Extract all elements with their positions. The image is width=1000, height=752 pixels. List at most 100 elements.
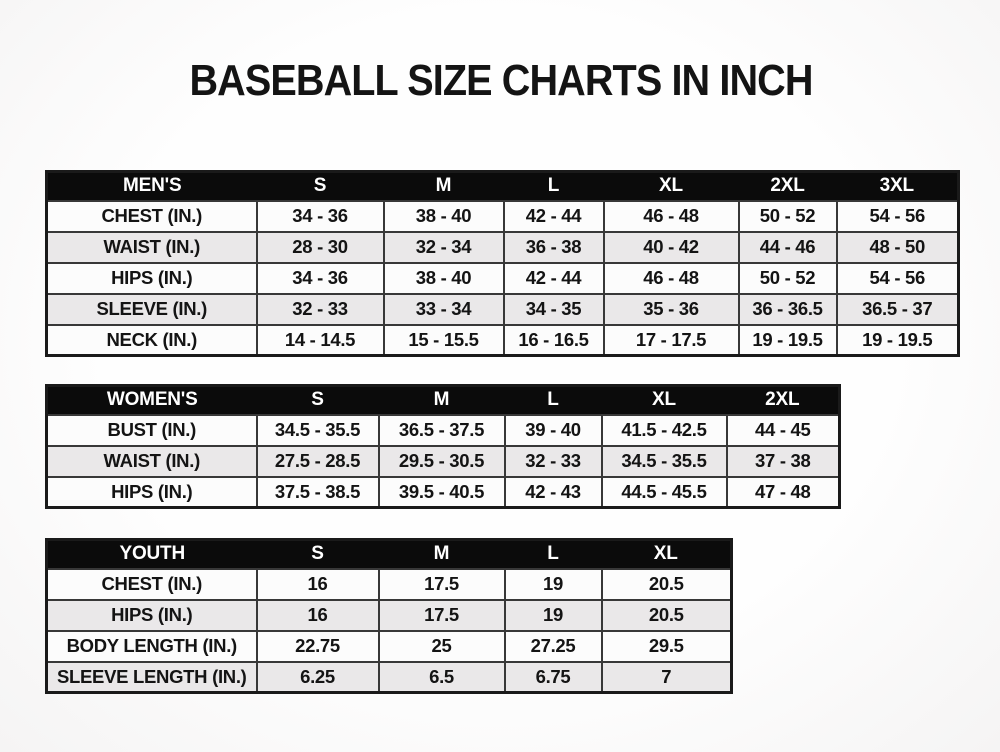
size-value-cell: 47 - 48	[725, 475, 841, 509]
measurement-row: NECK (IN.) 14 - 14.5 15 - 15.5 16 - 16.5 17 …	[45, 323, 960, 357]
size-value-cell: 50 - 52	[737, 261, 838, 295]
size-value-cell: 17 - 17.5	[602, 323, 740, 357]
size-value-cell: 19 - 19.5	[835, 323, 960, 357]
womens-size-table: WOMEN'S S M L XL 2XL BUST (IN.) 34.5 - 35.5 36.5…	[45, 384, 841, 510]
size-header-cell: M	[383, 171, 504, 201]
size-value-cell: 54 - 56	[835, 199, 960, 233]
size-value-cell: 29.5	[600, 629, 733, 663]
measurement-label-cell: SLEEVE (IN.)	[45, 292, 258, 326]
measurement-label-cell: BUST (IN.)	[45, 413, 258, 447]
size-value-cell: 32 - 33	[503, 444, 603, 478]
size-value-cell: 16	[255, 567, 380, 601]
measurement-label-cell: HIPS (IN.)	[45, 598, 258, 632]
measurement-row: SLEEVE LENGTH (IN.) 6.25 6.5 6.75 7	[45, 660, 733, 694]
size-value-cell: 39 - 40	[503, 413, 603, 447]
size-value-cell: 40 - 42	[602, 230, 740, 264]
size-value-cell: 16 - 16.5	[502, 323, 605, 357]
table-title-cell: YOUTH	[46, 539, 257, 569]
size-value-cell: 42 - 44	[502, 261, 605, 295]
measurement-row: SLEEVE (IN.) 32 - 33 33 - 34 34 - 35 35 - 36…	[45, 292, 960, 326]
size-header-cell: L	[504, 539, 602, 569]
size-header-cell: S	[256, 385, 379, 415]
size-value-cell: 38 - 40	[382, 199, 505, 233]
page-title: BASEBALL SIZE CHARTS IN INCH	[189, 56, 813, 105]
size-header-cell: L	[503, 171, 604, 201]
size-value-cell: 28 - 30	[255, 230, 385, 264]
size-value-cell: 19 - 19.5	[737, 323, 838, 357]
size-value-cell: 22.75	[255, 629, 380, 663]
table-title-cell: MEN'S	[46, 171, 257, 201]
measurement-label-cell: CHEST (IN.)	[45, 567, 258, 601]
size-header-cell: XL	[601, 385, 727, 415]
size-value-cell: 17.5	[377, 567, 506, 601]
size-value-cell: 37 - 38	[725, 444, 841, 478]
measurement-label-cell: CHEST (IN.)	[45, 199, 258, 233]
size-value-cell: 6.5	[377, 660, 506, 694]
size-value-cell: 19	[503, 598, 603, 632]
measurement-label-cell: HIPS (IN.)	[45, 261, 258, 295]
size-value-cell: 6.25	[255, 660, 380, 694]
measurement-row: BODY LENGTH (IN.) 22.75 25 27.25 29.5	[45, 629, 733, 663]
size-value-cell: 17.5	[377, 598, 506, 632]
size-header-cell: 3XL	[836, 171, 959, 201]
size-header-cell: S	[256, 539, 379, 569]
size-value-cell: 36.5 - 37	[835, 292, 960, 326]
size-value-cell: 20.5	[600, 567, 733, 601]
size-value-cell: 37.5 - 38.5	[255, 475, 380, 509]
size-value-cell: 34 - 35	[502, 292, 605, 326]
size-value-cell: 14 - 14.5	[255, 323, 385, 357]
size-value-cell: 34 - 36	[255, 199, 385, 233]
size-value-cell: 36 - 36.5	[737, 292, 838, 326]
mens-size-table: MEN'S S M L XL 2XL 3XL CHEST (IN.) 34 - 36 38 - 4…	[45, 170, 960, 358]
measurement-label-cell: BODY LENGTH (IN.)	[45, 629, 258, 663]
measurement-row: WAIST (IN.) 28 - 30 32 - 34 36 - 38 40 - 42 4…	[45, 230, 960, 264]
size-header-cell: 2XL	[726, 385, 840, 415]
size-value-cell: 27.5 - 28.5	[255, 444, 380, 478]
size-value-cell: 38 - 40	[382, 261, 505, 295]
size-value-cell: 15 - 15.5	[382, 323, 505, 357]
size-value-cell: 20.5	[600, 598, 733, 632]
measurement-row: CHEST (IN.) 16 17.5 19 20.5	[45, 567, 733, 601]
measurement-row: BUST (IN.) 34.5 - 35.5 36.5 - 37.5 39 - 40 4…	[45, 413, 841, 447]
measurement-label-cell: WAIST (IN.)	[45, 230, 258, 264]
measurement-label-cell: SLEEVE LENGTH (IN.)	[45, 660, 258, 694]
size-header-cell: M	[378, 539, 505, 569]
size-header-cell: XL	[603, 171, 739, 201]
measurement-row: HIPS (IN.) 16 17.5 19 20.5	[45, 598, 733, 632]
size-header-cell: S	[256, 171, 384, 201]
size-value-cell: 44.5 - 45.5	[600, 475, 728, 509]
size-value-cell: 32 - 34	[382, 230, 505, 264]
size-header-cell: 2XL	[738, 171, 837, 201]
size-value-cell: 34.5 - 35.5	[600, 444, 728, 478]
size-value-cell: 35 - 36	[602, 292, 740, 326]
measurement-label-cell: WAIST (IN.)	[45, 444, 258, 478]
size-header-cell: XL	[601, 539, 732, 569]
measurement-row: WAIST (IN.) 27.5 - 28.5 29.5 - 30.5 32 - 33…	[45, 444, 841, 478]
table-title-cell: WOMEN'S	[46, 385, 257, 415]
size-value-cell: 36.5 - 37.5	[377, 413, 506, 447]
size-value-cell: 34.5 - 35.5	[255, 413, 380, 447]
size-value-cell: 16	[255, 598, 380, 632]
header-row: YOUTH S M L XL	[46, 539, 732, 569]
size-value-cell: 48 - 50	[835, 230, 960, 264]
size-value-cell: 54 - 56	[835, 261, 960, 295]
size-value-cell: 7	[600, 660, 733, 694]
size-value-cell: 50 - 52	[737, 199, 838, 233]
measurement-row: CHEST (IN.) 34 - 36 38 - 40 42 - 44 46 - 48 5…	[45, 199, 960, 233]
header-row: MEN'S S M L XL 2XL 3XL	[46, 171, 959, 201]
measurement-row: HIPS (IN.) 37.5 - 38.5 39.5 - 40.5 42 - 43 4…	[45, 475, 841, 509]
size-value-cell: 6.75	[503, 660, 603, 694]
size-value-cell: 42 - 43	[503, 475, 603, 509]
size-value-cell: 42 - 44	[502, 199, 605, 233]
measurement-label-cell: HIPS (IN.)	[45, 475, 258, 509]
size-value-cell: 19	[503, 567, 603, 601]
size-value-cell: 36 - 38	[502, 230, 605, 264]
size-value-cell: 46 - 48	[602, 199, 740, 233]
size-value-cell: 44 - 46	[737, 230, 838, 264]
size-value-cell: 33 - 34	[382, 292, 505, 326]
size-value-cell: 46 - 48	[602, 261, 740, 295]
size-value-cell: 34 - 36	[255, 261, 385, 295]
youth-size-table: YOUTH S M L XL CHEST (IN.) 16 17.5 19 20.5 HIPS (I…	[45, 538, 733, 695]
header-row: WOMEN'S S M L XL 2XL	[46, 385, 840, 415]
